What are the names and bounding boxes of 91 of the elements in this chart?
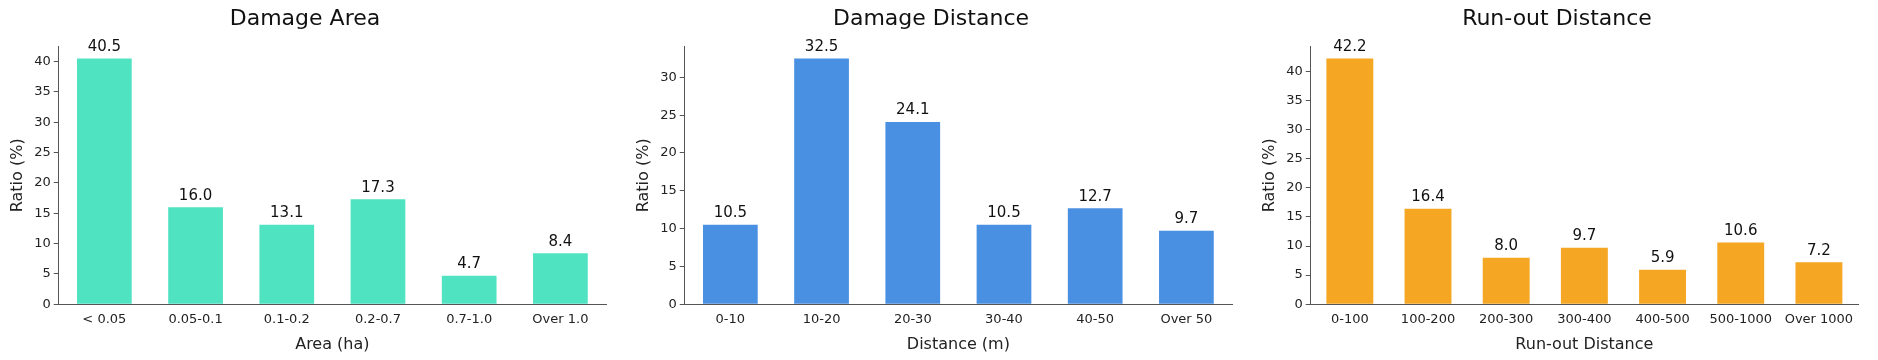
y-tick-label: 25: [660, 106, 677, 122]
data-label: 10.5: [987, 203, 1021, 222]
data-label: 42.2: [1333, 37, 1367, 56]
y-tick-label: 0: [1294, 295, 1303, 311]
x-tick-label: 0.2-0.7: [354, 311, 401, 327]
bar: [533, 253, 588, 304]
bar: [1067, 208, 1123, 304]
y-tick-label: 10: [660, 219, 677, 235]
x-tick-label: 100-200: [1400, 311, 1456, 327]
data-label: 8.0: [1494, 236, 1519, 255]
bar: [76, 58, 132, 304]
y-tick-label: 20: [660, 144, 677, 160]
y-tick-label: 15: [34, 204, 51, 220]
x-tick-label: 500-1000: [1709, 311, 1773, 327]
x-axis-title: Run-out Distance: [1515, 333, 1654, 353]
x-axis-title: Distance (m): [906, 333, 1010, 353]
y-tick-label: 40: [1286, 62, 1303, 78]
x-tick-label: Over 50: [1160, 311, 1213, 327]
y-tick-label: 30: [660, 68, 677, 84]
bar: [1404, 208, 1452, 304]
data-label: 5.9: [1650, 248, 1675, 267]
data-label: 10.6: [1724, 220, 1758, 239]
x-tick-label: Over 1.0: [532, 311, 589, 327]
data-label: 8.4: [548, 231, 573, 250]
y-tick-label: 5: [1294, 266, 1303, 282]
y-tick-label: 25: [1286, 150, 1303, 166]
bar: [1159, 230, 1214, 304]
y-tick-label: 30: [34, 113, 51, 129]
x-tick-label: 200-300: [1479, 311, 1534, 327]
bar: [259, 224, 315, 304]
x-tick-label: 300-400: [1557, 311, 1612, 327]
bar: [1795, 262, 1843, 304]
chart-title: Damage Area: [229, 4, 381, 30]
y-tick-label: 35: [34, 83, 51, 99]
data-label: 40.5: [87, 36, 122, 55]
x-tick-label: 20-30: [893, 311, 932, 327]
x-tick-label: 10-20: [802, 311, 841, 327]
bar: [1717, 242, 1765, 304]
y-tick-label: 20: [34, 174, 51, 190]
x-tick-label: 0-100: [1330, 311, 1369, 327]
y-tick-label: 35: [1286, 91, 1303, 107]
bar: [976, 224, 1032, 304]
y-tick-label: 0: [668, 295, 677, 311]
y-tick-label: 10: [1286, 237, 1303, 253]
y-tick-label: 20: [1286, 179, 1303, 195]
data-label: 16.0: [178, 185, 213, 204]
x-tick-label: 0.05-0.1: [168, 311, 223, 327]
data-label: 9.7: [1174, 209, 1199, 228]
x-axis-title: Area (ha): [295, 333, 370, 353]
chart-title: Run-out Distance: [1462, 4, 1652, 30]
x-tick-label: < 0.05: [82, 311, 127, 327]
x-tick-label: 40-50: [1076, 311, 1115, 327]
data-label: 9.7: [1572, 226, 1597, 245]
bar: [441, 275, 497, 304]
chart-title: Damage Distance: [832, 4, 1030, 30]
data-label: 32.5: [804, 36, 839, 55]
data-label: 10.5: [713, 203, 748, 222]
y-tick-label: 15: [1286, 208, 1303, 224]
y-axis-title: Ratio (%): [1258, 138, 1278, 213]
data-label: 4.7: [457, 254, 482, 273]
data-label: 24.1: [896, 100, 930, 119]
y-tick-label: 40: [34, 52, 51, 68]
bar: [1482, 257, 1530, 304]
bar: [794, 58, 849, 304]
bar: [168, 207, 223, 304]
y-tick-label: 5: [42, 265, 51, 281]
x-tick-label: 400-500: [1635, 311, 1690, 327]
data-label: 17.3: [361, 177, 395, 196]
bar: [702, 224, 758, 304]
data-label: 7.2: [1806, 240, 1831, 259]
data-label: 16.4: [1411, 187, 1445, 206]
bar: [885, 122, 941, 304]
y-axis-title: Ratio (%): [632, 138, 652, 213]
x-tick-label: Over 1000: [1784, 311, 1854, 327]
y-tick-label: 25: [34, 143, 51, 159]
x-tick-label: 0-10: [715, 311, 746, 327]
y-tick-label: 10: [34, 234, 51, 250]
y-tick-label: 5: [668, 257, 677, 273]
y-tick-label: 15: [660, 182, 677, 198]
x-tick-label: 0.7-1.0: [446, 311, 493, 327]
bar: [1639, 269, 1687, 304]
bar: [1326, 58, 1374, 304]
bar: [350, 199, 406, 304]
bar: [1560, 247, 1608, 304]
x-tick-label: 0.1-0.2: [263, 311, 310, 327]
data-label: 13.1: [270, 203, 304, 222]
data-label: 12.7: [1078, 186, 1112, 205]
y-tick-label: 30: [1286, 120, 1303, 136]
y-tick-label: 0: [42, 295, 51, 311]
x-tick-label: 30-40: [985, 311, 1023, 327]
y-axis-title: Ratio (%): [6, 138, 26, 213]
